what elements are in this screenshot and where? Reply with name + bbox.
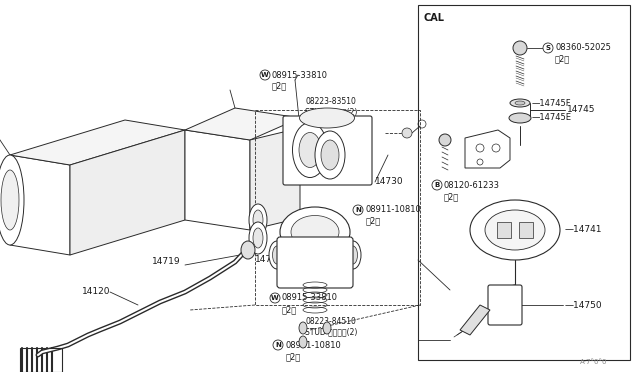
FancyBboxPatch shape [283,116,372,185]
Bar [255,110,420,305]
Polygon shape [10,120,185,165]
Text: CAL: CAL [424,13,445,23]
Circle shape [432,180,442,190]
Circle shape [513,41,527,55]
Text: 14719: 14719 [302,224,331,232]
FancyBboxPatch shape [277,237,353,288]
Circle shape [260,70,270,80]
Text: A·7°0°0: A·7°0°0 [580,359,607,365]
Text: STUD スタッド(2): STUD スタッド(2) [305,327,357,337]
Circle shape [402,128,412,138]
Ellipse shape [292,122,328,177]
Bar [519,222,533,238]
Ellipse shape [345,241,361,269]
Ellipse shape [349,246,358,264]
Circle shape [353,205,363,215]
Ellipse shape [299,336,307,348]
Ellipse shape [269,241,285,269]
Text: —14741: —14741 [565,225,602,234]
Polygon shape [10,155,70,255]
Ellipse shape [1,170,19,230]
Text: （2）: （2） [286,353,301,362]
Ellipse shape [321,140,339,170]
Ellipse shape [249,222,267,254]
Text: （2）: （2） [366,217,381,225]
Text: 08911-10810: 08911-10810 [286,340,342,350]
Polygon shape [250,128,300,230]
Ellipse shape [249,204,267,236]
Text: 08120-61233: 08120-61233 [444,180,500,189]
Text: W: W [271,295,279,301]
Circle shape [273,340,283,350]
Circle shape [477,159,483,165]
Text: —14750: —14750 [565,301,603,310]
Ellipse shape [0,155,24,245]
Text: 08911-10810: 08911-10810 [366,205,422,215]
Text: N: N [275,342,281,348]
Bar [20,348,62,372]
Polygon shape [460,305,490,335]
Ellipse shape [291,215,339,248]
Ellipse shape [273,246,282,264]
Ellipse shape [299,322,307,334]
Ellipse shape [470,200,560,260]
Text: （2）: （2） [555,55,570,64]
Text: 14711: 14711 [340,176,369,185]
Text: 08223-84510: 08223-84510 [305,317,356,327]
FancyBboxPatch shape [488,285,522,325]
Bar [418,5,630,360]
Polygon shape [185,130,250,230]
Text: 08360-52025: 08360-52025 [555,44,611,52]
Circle shape [270,293,280,303]
Ellipse shape [485,210,545,250]
Text: B: B [435,182,440,188]
Circle shape [492,144,500,152]
Circle shape [439,134,451,146]
Text: 08915-33810: 08915-33810 [282,294,338,302]
Text: 08915-33810: 08915-33810 [272,71,328,80]
Ellipse shape [515,101,525,105]
Ellipse shape [510,99,530,107]
Text: 14120: 14120 [82,288,111,296]
Polygon shape [185,108,300,140]
Ellipse shape [299,132,321,167]
Ellipse shape [323,322,331,334]
Circle shape [476,144,484,152]
Text: （2）: （2） [272,81,287,90]
Ellipse shape [253,210,263,230]
Text: （2）: （2） [444,192,460,202]
Text: 14710: 14710 [255,256,284,264]
Text: W: W [261,72,269,78]
Ellipse shape [315,131,345,179]
Ellipse shape [241,241,255,259]
Polygon shape [70,130,185,255]
Ellipse shape [280,207,350,257]
Polygon shape [465,130,510,168]
Text: STUD スタッド(2): STUD スタッド(2) [305,108,357,116]
Text: —14745F: —14745F [532,99,572,108]
Bar [497,222,511,238]
Text: （2）: （2） [282,305,297,314]
Text: S: S [545,45,550,51]
Text: N: N [355,207,361,213]
Ellipse shape [300,108,355,128]
Ellipse shape [509,113,531,123]
Text: 14719: 14719 [152,257,180,266]
Circle shape [543,43,553,53]
Text: —14745E: —14745E [532,113,572,122]
Text: 14745: 14745 [567,106,595,115]
Ellipse shape [253,228,263,248]
Text: 08223-83510: 08223-83510 [305,97,356,106]
Text: 14730: 14730 [375,177,404,186]
